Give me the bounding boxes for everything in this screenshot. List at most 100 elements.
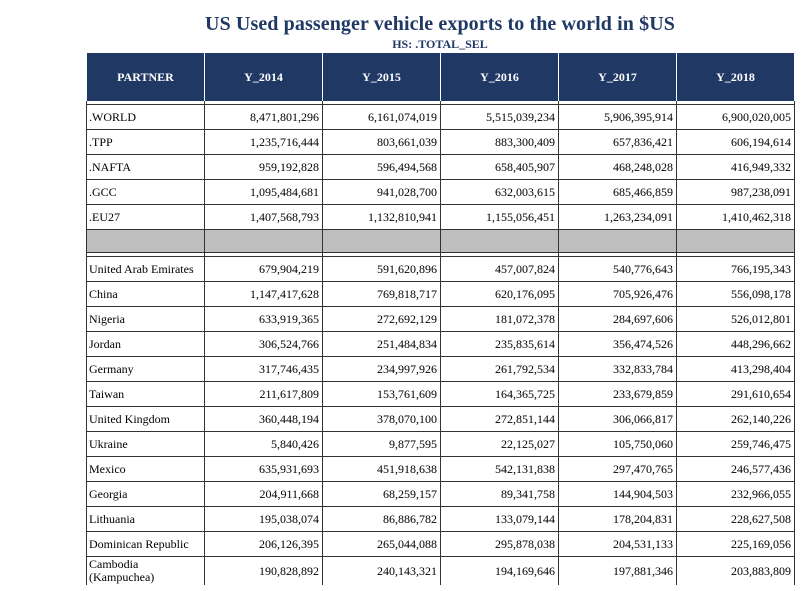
group-row: .EU27 1,407,568,793 1,132,810,941 1,155,056… (86, 204, 795, 230)
value-cell: 620,176,095 (440, 281, 559, 307)
country-row: United Kingdom 360,448,194 378,070,100 272,… (86, 406, 795, 432)
value-cell: 6,900,020,005 (676, 104, 795, 130)
header-y2016: Y_2016 (440, 53, 559, 101)
partner-cell: United Arab Emirates (86, 256, 205, 282)
value-cell: 1,132,810,941 (322, 204, 441, 230)
value-cell: 265,044,088 (322, 531, 441, 557)
value-cell: 178,204,831 (558, 506, 677, 532)
value-cell: 596,494,568 (322, 154, 441, 180)
value-cell: 233,679,859 (558, 381, 677, 407)
value-cell: 272,851,144 (440, 406, 559, 432)
value-cell: 1,155,056,451 (440, 204, 559, 230)
partner-cell: Ukraine (86, 431, 205, 457)
header-y2018: Y_2018 (676, 53, 795, 101)
value-cell: 633,919,365 (204, 306, 323, 332)
value-cell: 228,627,508 (676, 506, 795, 532)
value-cell: 8,471,801,296 (204, 104, 323, 130)
value-cell: 1,263,234,091 (558, 204, 677, 230)
country-row: United Arab Emirates 679,904,219 591,620,8… (86, 256, 795, 282)
value-cell: 542,131,838 (440, 456, 559, 482)
value-cell: 606,194,614 (676, 129, 795, 155)
value-cell: 272,692,129 (322, 306, 441, 332)
partner-cell: Georgia (86, 481, 205, 507)
country-row: Georgia 204,911,668 68,259,157 89,341,758 14… (86, 481, 795, 507)
value-cell: 941,028,700 (322, 179, 441, 205)
value-cell: 332,833,784 (558, 356, 677, 382)
partner-cell: Lithuania (86, 506, 205, 532)
partner-cell: Taiwan (86, 381, 205, 407)
separator-row (86, 229, 795, 253)
country-row: Germany 317,746,435 234,997,926 261,792,534… (86, 356, 795, 382)
value-cell: 360,448,194 (204, 406, 323, 432)
value-cell: 6,161,074,019 (322, 104, 441, 130)
header-partner: PARTNER (86, 53, 205, 101)
value-cell: 153,761,609 (322, 381, 441, 407)
spacer-cell (676, 101, 795, 105)
partner-cell: United Kingdom (86, 406, 205, 432)
separator-cell (440, 229, 559, 253)
value-cell: 86,886,782 (322, 506, 441, 532)
value-cell: 295,878,038 (440, 531, 559, 557)
value-cell: 705,926,476 (558, 281, 677, 307)
value-cell: 204,531,133 (558, 531, 677, 557)
header-y2017: Y_2017 (558, 53, 677, 101)
value-cell: 246,577,436 (676, 456, 795, 482)
value-cell: 251,484,834 (322, 331, 441, 357)
value-cell: 356,474,526 (558, 331, 677, 357)
value-cell: 5,840,426 (204, 431, 323, 457)
value-cell: 1,407,568,793 (204, 204, 323, 230)
partner-cell: Cambodia (Kampuchea) (86, 556, 205, 585)
partner-cell: Dominican Republic (86, 531, 205, 557)
value-cell: 68,259,157 (322, 481, 441, 507)
country-row: Lithuania 195,038,074 86,886,782 133,079,14… (86, 506, 795, 532)
header-row: PARTNER Y_2014 Y_2015 Y_2016 Y_2017 Y_20… (86, 53, 795, 101)
partner-cell: Mexico (86, 456, 205, 482)
value-cell: 556,098,178 (676, 281, 795, 307)
report-title: US Used passenger vehicle exports to the… (205, 13, 675, 35)
separator-cell (204, 229, 323, 253)
header-y2015: Y_2015 (322, 53, 441, 101)
group-row: .TPP 1,235,716,444 803,661,039 883,300,409 6… (86, 129, 795, 155)
value-cell: 190,828,892 (204, 556, 323, 585)
partner-cell: Nigeria (86, 306, 205, 332)
value-cell: 457,007,824 (440, 256, 559, 282)
country-row: Nigeria 633,919,365 272,692,129 181,072,378… (86, 306, 795, 332)
value-cell: 89,341,758 (440, 481, 559, 507)
value-cell: 416,949,332 (676, 154, 795, 180)
value-cell: 22,125,027 (440, 431, 559, 457)
separator-cell (558, 229, 677, 253)
partner-cell: China (86, 281, 205, 307)
header-y2014: Y_2014 (204, 53, 323, 101)
partner-cell: .WORLD (86, 104, 205, 130)
value-cell: 181,072,378 (440, 306, 559, 332)
value-cell: 883,300,409 (440, 129, 559, 155)
group-row: .NAFTA 959,192,828 596,494,568 658,405,907 4… (86, 154, 795, 180)
value-cell: 9,877,595 (322, 431, 441, 457)
value-cell: 959,192,828 (204, 154, 323, 180)
value-cell: 164,365,725 (440, 381, 559, 407)
value-cell: 468,248,028 (558, 154, 677, 180)
separator-cell (86, 229, 205, 253)
value-cell: 540,776,643 (558, 256, 677, 282)
value-cell: 133,079,144 (440, 506, 559, 532)
value-cell: 803,661,039 (322, 129, 441, 155)
value-cell: 769,818,717 (322, 281, 441, 307)
partner-cell: .NAFTA (86, 154, 205, 180)
spacer-row (86, 101, 795, 105)
value-cell: 261,792,534 (440, 356, 559, 382)
value-cell: 203,883,809 (676, 556, 795, 585)
report-subtitle: HS: .TOTAL_SEL (392, 37, 488, 51)
value-cell: 679,904,219 (204, 256, 323, 282)
partner-cell: Jordan (86, 331, 205, 357)
value-cell: 413,298,404 (676, 356, 795, 382)
value-cell: 657,836,421 (558, 129, 677, 155)
group-row: .GCC 1,095,484,681 941,028,700 632,003,615 6… (86, 179, 795, 205)
country-row: Dominican Republic 206,126,395 265,044,088… (86, 531, 795, 557)
table-body: .WORLD 8,471,801,296 6,161,074,019 5,515,03… (86, 101, 795, 585)
value-cell: 234,997,926 (322, 356, 441, 382)
country-row: Jordan 306,524,766 251,484,834 235,835,614 3… (86, 331, 795, 357)
value-cell: 240,143,321 (322, 556, 441, 585)
value-cell: 766,195,343 (676, 256, 795, 282)
partner-cell: .TPP (86, 129, 205, 155)
value-cell: 235,835,614 (440, 331, 559, 357)
